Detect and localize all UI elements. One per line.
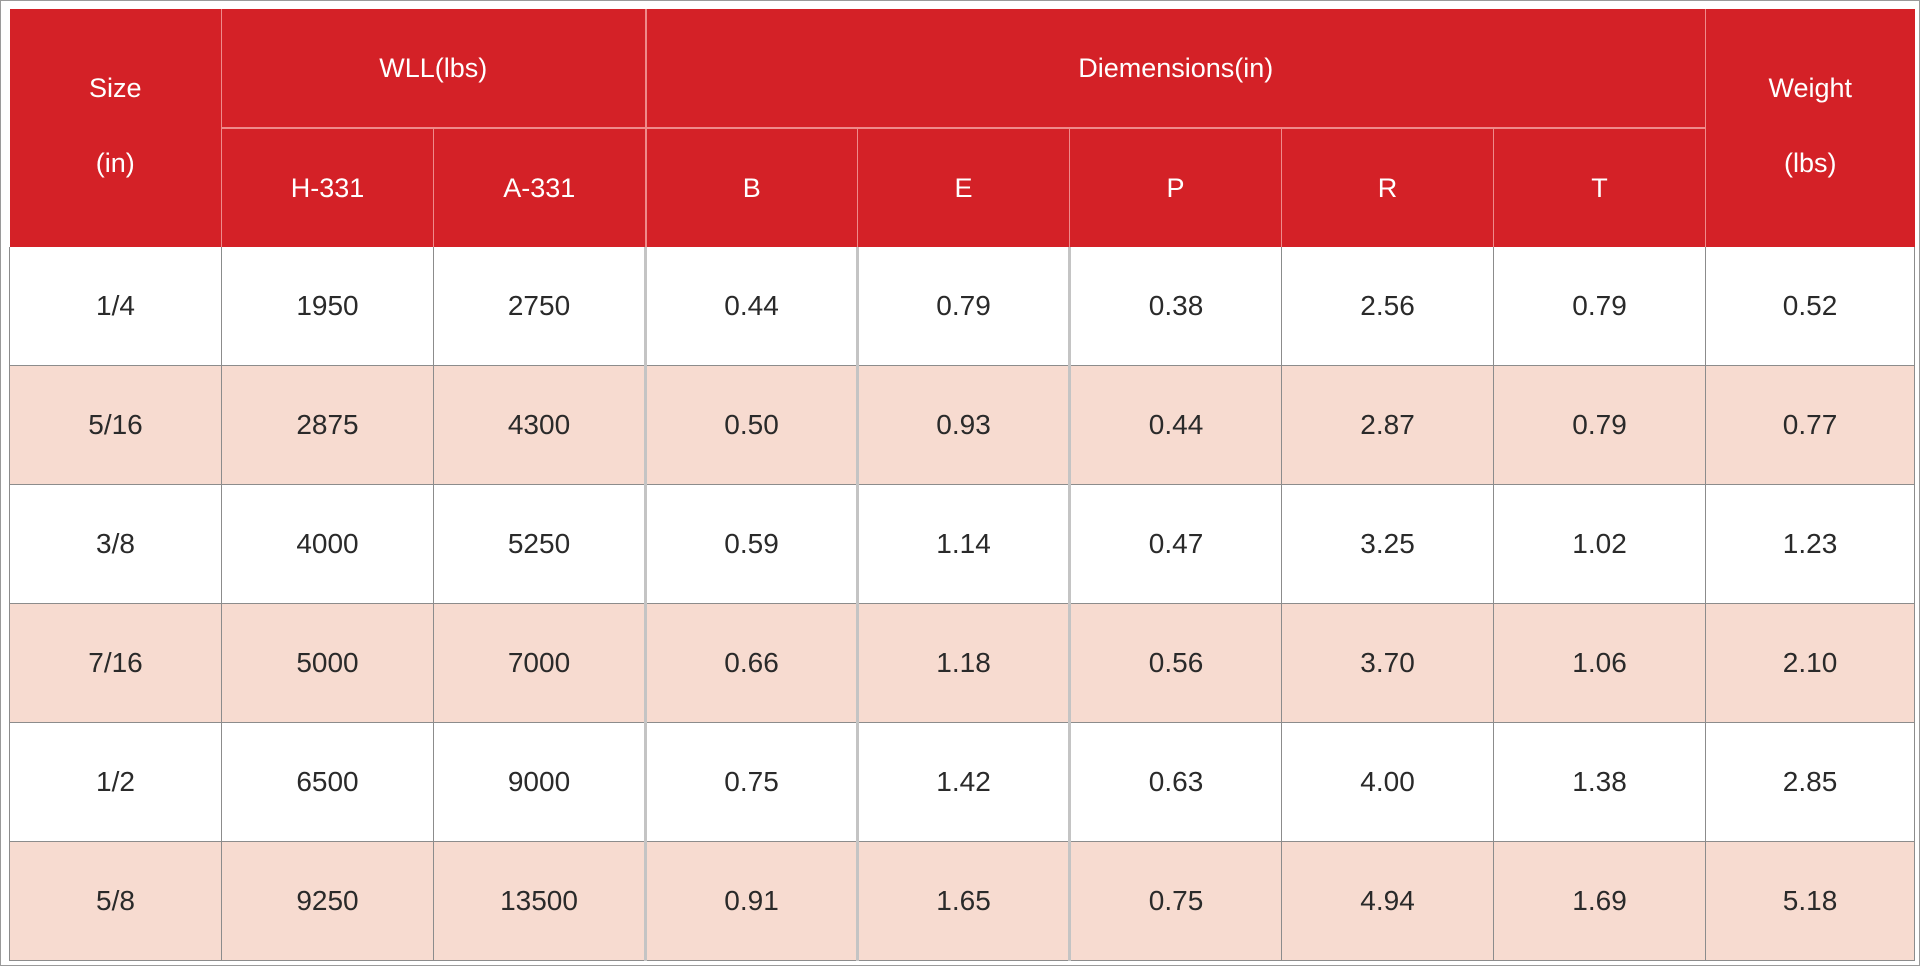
header-size: Size (in) [9,9,222,247]
cell-dim-r: 4.94 [1281,841,1495,961]
cell-dim-p: 0.38 [1068,247,1283,366]
cell-h331: 2875 [221,365,434,485]
cell-h331: 5000 [221,603,434,723]
header-size-label: Size [88,73,142,103]
header-dim-t: T [1493,128,1706,247]
cell-dim-e: 1.18 [856,603,1071,723]
cell-h331: 4000 [221,484,434,604]
cell-dim-t: 1.06 [1493,603,1707,723]
cell-dim-e: 1.65 [856,841,1071,961]
cell-dim-p: 0.44 [1068,365,1283,485]
cell-dim-r: 3.70 [1281,603,1495,723]
cell-size: 7/16 [9,603,222,723]
cell-a331: 5250 [432,484,647,604]
header-dim-p: P [1069,128,1282,247]
cell-size: 5/16 [9,365,222,485]
header-weight: Weight (lbs) [1705,9,1915,247]
cell-dim-t: 0.79 [1493,365,1707,485]
cell-a331: 4300 [432,365,647,485]
cell-dim-b: 0.59 [644,484,859,604]
header-dim-b: B [644,128,858,247]
cell-weight: 5.18 [1705,841,1916,961]
cell-dim-r: 3.25 [1281,484,1495,604]
cell-weight: 1.23 [1705,484,1916,604]
cell-dim-p: 0.47 [1068,484,1283,604]
cell-dim-b: 0.75 [644,722,859,842]
spec-table: Size (in) WLL(lbs) Diemensions(in) Weigh… [9,9,1916,961]
cell-weight: 0.77 [1705,365,1916,485]
header-dim-r: R [1281,128,1494,247]
cell-dim-b: 0.91 [644,841,859,961]
cell-weight: 2.85 [1705,722,1916,842]
cell-h331: 6500 [221,722,434,842]
cell-size: 1/4 [9,247,222,366]
header-wll-group: WLL(lbs) [221,9,646,129]
header-dim-e: E [857,128,1070,247]
cell-dim-r: 2.87 [1281,365,1495,485]
cell-size: 5/8 [9,841,222,961]
cell-weight: 2.10 [1705,603,1916,723]
header-weight-unit: (lbs) [1784,148,1837,178]
cell-h331: 9250 [221,841,434,961]
header-dimensions-group: Diemensions(in) [644,9,1706,129]
cell-a331: 7000 [432,603,647,723]
cell-dim-p: 0.56 [1068,603,1283,723]
cell-dim-b: 0.66 [644,603,859,723]
table-row: 3/8 4000 5250 0.59 1.14 0.47 3.25 1.02 1… [9,484,1916,604]
cell-weight: 0.52 [1705,247,1916,366]
header-h331: H-331 [221,128,434,247]
table-row: 7/16 5000 7000 0.66 1.18 0.56 3.70 1.06 … [9,603,1916,723]
cell-size: 1/2 [9,722,222,842]
cell-dim-b: 0.44 [644,247,859,366]
table-row: 1/4 1950 2750 0.44 0.79 0.38 2.56 0.79 0… [9,247,1916,366]
cell-dim-b: 0.50 [644,365,859,485]
cell-size: 3/8 [9,484,222,604]
cell-dim-r: 2.56 [1281,247,1495,366]
header-a331: A-331 [432,128,646,247]
cell-dim-r: 4.00 [1281,722,1495,842]
cell-a331: 2750 [432,247,647,366]
cell-dim-e: 1.42 [856,722,1071,842]
header-size-unit: (in) [95,148,135,178]
cell-dim-p: 0.63 [1068,722,1283,842]
cell-dim-t: 1.69 [1493,841,1707,961]
cell-dim-t: 1.02 [1493,484,1707,604]
cell-dim-e: 0.79 [856,247,1071,366]
table-row: 5/16 2875 4300 0.50 0.93 0.44 2.87 0.79 … [9,365,1916,485]
cell-a331: 9000 [432,722,647,842]
cell-dim-p: 0.75 [1068,841,1283,961]
table-row: 1/2 6500 9000 0.75 1.42 0.63 4.00 1.38 2… [9,722,1916,842]
cell-a331: 13500 [432,841,647,961]
cell-dim-e: 0.93 [856,365,1071,485]
cell-dim-e: 1.14 [856,484,1071,604]
cell-h331: 1950 [221,247,434,366]
cell-dim-t: 1.38 [1493,722,1707,842]
table-row: 5/8 9250 13500 0.91 1.65 0.75 4.94 1.69 … [9,841,1916,961]
cell-dim-t: 0.79 [1493,247,1707,366]
header-weight-label: Weight [1768,73,1853,103]
